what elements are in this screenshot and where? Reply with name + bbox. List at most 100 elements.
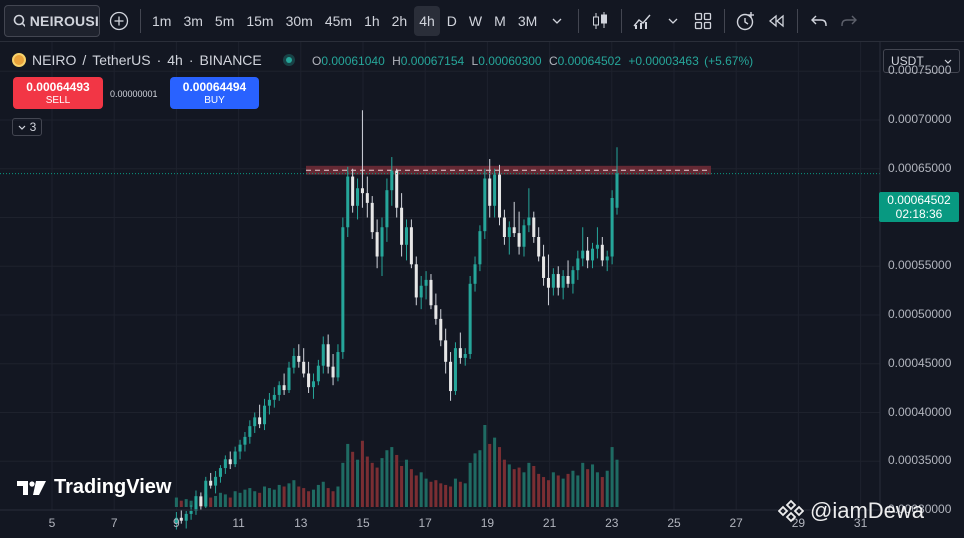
volume-bar — [267, 488, 271, 507]
timeframe-4h[interactable]: 4h — [414, 5, 440, 36]
layout-button[interactable] — [688, 6, 718, 36]
indicators-toggle[interactable]: 3 — [12, 118, 42, 136]
volume-bar — [473, 453, 477, 507]
change-value: +0.00003463 — [628, 54, 699, 68]
candle — [297, 344, 301, 368]
price-axis[interactable]: 0.000750000.000700000.000650000.00060000… — [880, 42, 964, 516]
candle — [512, 201, 516, 237]
time-axis[interactable]: 5 7 9 11 13 15 17 19 21 23 25 27 29 31 — [0, 510, 880, 538]
volume-bar — [542, 477, 546, 507]
volume-bar — [272, 489, 276, 507]
symbol-name[interactable]: NEIROUSI — [29, 12, 99, 29]
candle-body — [307, 373, 311, 388]
candle-body — [184, 513, 188, 521]
candle — [351, 168, 355, 213]
volume-bar — [444, 484, 448, 507]
timeframe-3m[interactable]: 3M — [517, 12, 538, 29]
timeframe-45m[interactable]: 45m — [324, 12, 353, 29]
chart-type-button[interactable] — [585, 6, 615, 36]
watermark-text: @iamDewa — [810, 498, 925, 523]
compare-button[interactable] — [104, 6, 134, 36]
candle-body — [223, 459, 227, 469]
timeframe-m[interactable]: M — [494, 12, 506, 29]
candle — [610, 190, 614, 265]
toolbar-separator — [724, 8, 726, 33]
candle — [282, 373, 286, 395]
candle-body — [282, 385, 286, 391]
volume-bar — [605, 470, 609, 507]
alert-icon — [737, 11, 755, 30]
currency-select[interactable]: USDT — [883, 49, 960, 73]
candle — [497, 164, 502, 226]
timeframe-3m[interactable]: 3m — [183, 12, 203, 29]
candle — [267, 393, 271, 415]
plus-circle-icon — [109, 11, 129, 30]
low-value: 0.00060300 — [478, 54, 542, 68]
volume-bar — [546, 480, 550, 507]
candle — [214, 471, 218, 494]
candle — [184, 510, 188, 529]
candle — [546, 254, 550, 306]
volume-bar — [556, 475, 560, 507]
candle-body — [424, 279, 428, 286]
candle — [586, 237, 590, 269]
candle-body — [331, 366, 335, 378]
volume-bar — [223, 494, 227, 507]
binance-icon — [778, 499, 804, 523]
candle-body — [248, 426, 252, 437]
candle — [591, 242, 595, 269]
volume-bar — [566, 473, 570, 507]
volume-bar — [586, 469, 590, 507]
high-value: 0.00067154 — [400, 54, 465, 68]
candle — [341, 217, 345, 359]
alert-button[interactable] — [731, 6, 761, 36]
candle — [449, 352, 453, 401]
timeframe-15m[interactable]: 15m — [246, 12, 274, 29]
symbol-legend[interactable]: NEIRO / TetherUS · 4h · BINANCE — [12, 52, 296, 68]
legend-interval: 4h — [167, 52, 183, 68]
redo-button[interactable] — [834, 6, 864, 36]
undo-button[interactable] — [804, 6, 834, 36]
indicators-button[interactable] — [628, 6, 658, 36]
symbol-search[interactable]: NEIROUSI — [4, 4, 100, 37]
timeframe-d[interactable]: D — [446, 12, 457, 29]
candle — [561, 270, 565, 300]
candle-body — [233, 451, 237, 465]
candle — [532, 211, 536, 243]
candle-body — [370, 202, 374, 233]
timeframe-30m[interactable]: 30m — [285, 12, 313, 29]
candle — [331, 354, 335, 386]
candle-body — [365, 193, 369, 203]
price-tick: 0.00030000 — [888, 502, 952, 516]
timeframe-5m[interactable]: 5m — [214, 12, 235, 29]
candle-body — [522, 225, 526, 247]
candle-body — [581, 250, 585, 259]
candle — [375, 219, 379, 269]
volume-bar — [297, 486, 301, 507]
timeframe-dropdown[interactable] — [542, 6, 572, 36]
indicators-dropdown[interactable] — [658, 6, 688, 36]
sell-button[interactable]: 0.00064493 SELL — [13, 77, 103, 109]
coin-icon — [12, 53, 26, 67]
candle — [390, 157, 394, 206]
volume-bar — [228, 497, 232, 507]
volume-bar — [292, 480, 296, 507]
volume-bar — [395, 454, 399, 507]
timeframe-1m[interactable]: 1m — [152, 12, 172, 29]
tradingview-logo[interactable]: TradingView — [16, 476, 171, 499]
candle — [179, 510, 183, 524]
legend-slash: / — [82, 52, 87, 68]
timeframe-1h[interactable]: 1h — [364, 12, 380, 29]
volume-bar — [591, 464, 595, 507]
replay-button[interactable] — [761, 6, 791, 36]
time-tick: 29 — [791, 516, 806, 530]
time-tick: 21 — [542, 516, 557, 530]
volume-bar — [571, 470, 575, 507]
timeframe-2h[interactable]: 2h — [391, 12, 408, 29]
buy-button[interactable]: 0.00064494 BUY — [170, 77, 259, 109]
volume-bar — [370, 462, 374, 507]
candle — [346, 166, 350, 237]
candle-body — [473, 264, 477, 284]
timeframe-w[interactable]: W — [468, 12, 483, 29]
